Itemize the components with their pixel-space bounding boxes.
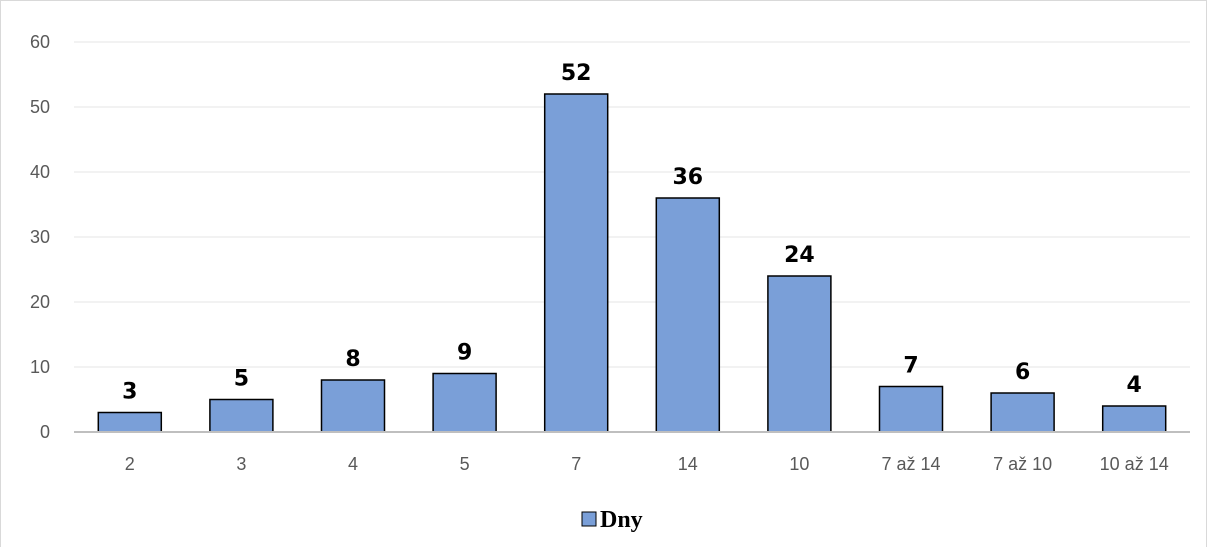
data-label: 6 bbox=[1015, 360, 1030, 385]
data-labels: 3 5 8 9 52 36 24 7 6 4 bbox=[122, 61, 1142, 405]
x-tick-label: 14 bbox=[678, 454, 698, 474]
bars bbox=[97, 93, 1167, 433]
bar-7 bbox=[543, 93, 609, 433]
x-tick-label: 10 až 14 bbox=[1100, 454, 1169, 474]
y-tick-label: 60 bbox=[30, 32, 50, 52]
data-label: 4 bbox=[1127, 373, 1142, 398]
y-tick-label: 30 bbox=[30, 227, 50, 247]
x-tick-label: 5 bbox=[460, 454, 470, 474]
legend-swatch-dny bbox=[581, 511, 597, 527]
x-tick-label: 2 bbox=[125, 454, 135, 474]
gridlines bbox=[74, 41, 1190, 368]
bar-2 bbox=[97, 411, 163, 433]
data-label: 24 bbox=[784, 243, 815, 268]
x-tick-label: 7 až 14 bbox=[881, 454, 940, 474]
data-label: 9 bbox=[457, 341, 472, 366]
y-tick-label: 10 bbox=[30, 357, 50, 377]
x-tick-label: 7 bbox=[571, 454, 581, 474]
x-tick-label: 10 bbox=[789, 454, 809, 474]
legend-label-dny: Dny bbox=[600, 507, 643, 533]
y-tick-label: 40 bbox=[30, 162, 50, 182]
x-tick-label: 4 bbox=[348, 454, 358, 474]
bar-10 bbox=[767, 275, 832, 433]
x-tick-label: 3 bbox=[236, 454, 246, 474]
bar-4 bbox=[320, 379, 386, 433]
y-axis-ticks: 0 10 20 30 40 50 60 bbox=[30, 32, 50, 442]
data-label: 8 bbox=[345, 347, 360, 372]
bar-3 bbox=[209, 398, 274, 433]
data-label: 5 bbox=[234, 367, 249, 392]
bar-7-až-10 bbox=[990, 392, 1055, 433]
data-label: 52 bbox=[561, 61, 592, 86]
y-tick-label: 50 bbox=[30, 97, 50, 117]
x-tick-label: 7 až 10 bbox=[993, 454, 1052, 474]
data-label: 7 bbox=[903, 354, 918, 379]
bar-14 bbox=[655, 197, 721, 433]
data-label: 36 bbox=[672, 165, 703, 190]
x-axis-ticks: 2 3 4 5 7 14 10 7 až 14 7 až 10 10 až 14 bbox=[125, 454, 1169, 474]
bar-7-až-14 bbox=[878, 385, 944, 433]
y-tick-label: 20 bbox=[30, 292, 50, 312]
data-label: 3 bbox=[122, 380, 137, 405]
y-tick-label: 0 bbox=[40, 422, 50, 442]
bar-10-až-14 bbox=[1101, 405, 1167, 433]
bar-5 bbox=[432, 372, 497, 433]
legend: Dny bbox=[581, 507, 643, 533]
